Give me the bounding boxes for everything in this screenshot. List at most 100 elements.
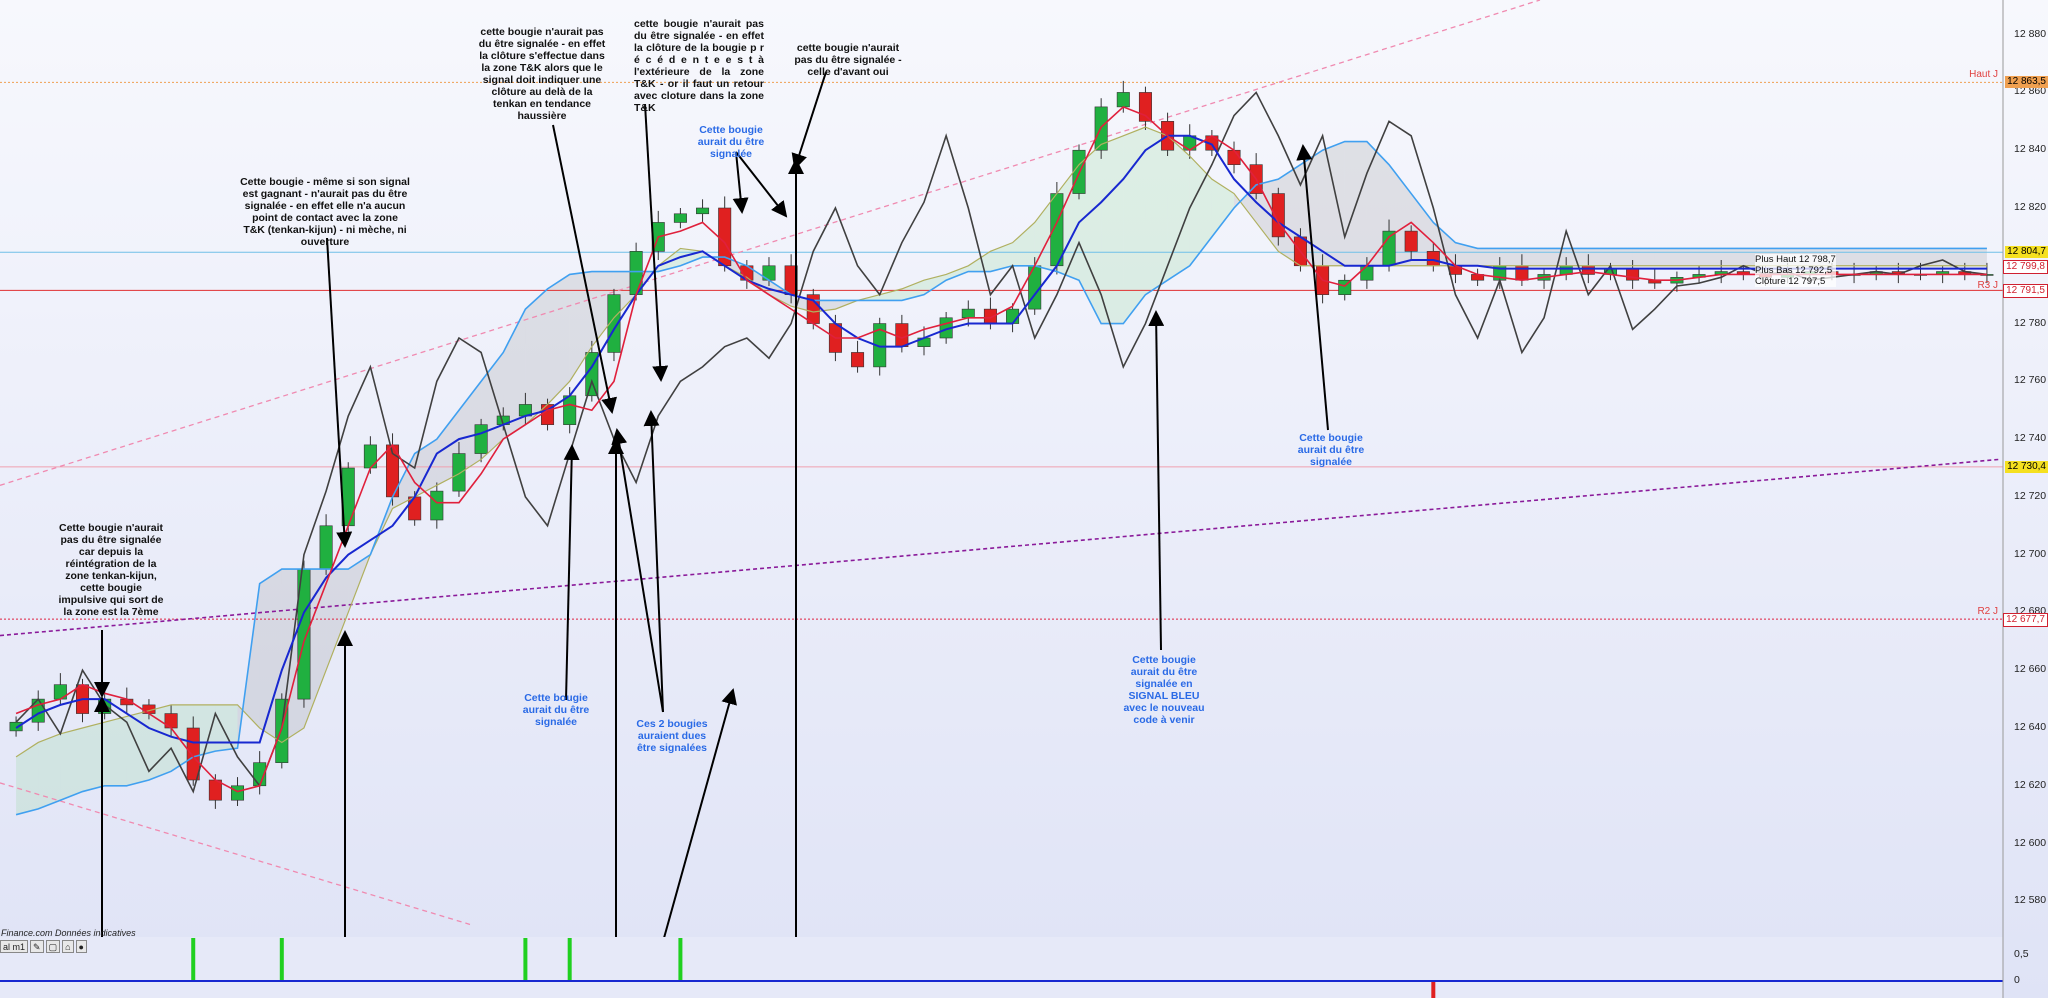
cloud-segment	[1699, 248, 1722, 266]
cloud-segment	[1211, 179, 1235, 237]
annotation-note-blue: Cette bougie aurait du être signalée en …	[1123, 654, 1205, 726]
price-label: 12 677,7	[2003, 613, 2048, 628]
candle-body	[474, 424, 488, 454]
cloud-segment	[1588, 248, 1611, 266]
cloud-segment	[547, 274, 570, 405]
candle-body	[9, 721, 23, 732]
candle-body	[1116, 92, 1130, 108]
candle-body	[607, 294, 621, 353]
trend-line-up	[0, 0, 1541, 486]
y-tick-label: 12 840	[2014, 143, 2047, 156]
annotation-note-blue: Cette bougie aurait du être signalée	[522, 692, 590, 728]
cloud-segment	[1721, 248, 1744, 266]
signal-indicator-panel	[0, 937, 2003, 998]
trend-line-purple	[0, 458, 2001, 637]
cloud-segment	[1544, 248, 1567, 266]
signal-bar	[678, 938, 683, 980]
y-tick-label: 12 620	[2014, 778, 2047, 791]
candle-body	[961, 308, 975, 319]
cloud-segment	[1322, 141, 1345, 266]
cloud-segment	[1012, 222, 1035, 266]
candle-body	[1138, 92, 1152, 122]
cloud-segment	[1942, 248, 1965, 266]
cloud-segment	[1234, 184, 1257, 223]
signal-bar	[523, 938, 528, 980]
trend-line-down	[0, 782, 471, 926]
trend-lines	[0, 0, 2001, 926]
cloud-segment	[768, 280, 792, 307]
kijun-line	[15, 134, 1987, 744]
cloud-segment	[1676, 248, 1700, 266]
signal-bar	[191, 938, 196, 980]
y-tick-label: 12 760	[2014, 374, 2047, 387]
annotation-note: Cette bougie n'aurait pas du être signal…	[58, 522, 164, 618]
candle-body	[1227, 149, 1241, 165]
candle-body	[319, 525, 333, 570]
level-tag: R3 J	[1977, 280, 1998, 291]
signal-bar	[567, 938, 572, 980]
y-tick-label: 12 600	[2014, 836, 2047, 849]
signal-connector	[663, 688, 737, 939]
cloud-segment	[16, 742, 39, 815]
cloud-segment	[1898, 248, 1921, 266]
candle-body	[895, 323, 909, 347]
candle-body	[1581, 265, 1595, 275]
price-label: 12 863,5	[2005, 76, 2048, 89]
window-icon[interactable]: ▢	[45, 940, 61, 953]
cloud-segment	[1499, 248, 1522, 266]
cloud-segment	[104, 716, 127, 786]
y-tick-label: 12 740	[2014, 432, 2047, 445]
candle-body	[851, 352, 865, 368]
cloud-segment	[1521, 248, 1545, 266]
note-arrow	[611, 428, 664, 713]
note-arrow	[643, 410, 664, 713]
cloud-segment	[658, 248, 681, 272]
level-tag: R2 J	[1977, 606, 1998, 618]
annotation-arrows	[94, 71, 1329, 939]
cloud-segment	[1964, 248, 1987, 266]
indicator-tick-label: 0	[2014, 974, 2020, 986]
senkou-span-a-line	[15, 126, 1987, 758]
y-tick-label: 12 820	[2014, 201, 2047, 213]
signal-bar	[279, 938, 284, 980]
annotation-note: cette bougie n'aurait pas du être signal…	[478, 26, 606, 122]
cloud-segment	[1876, 248, 1899, 266]
y-tick-label: 12 720	[2014, 489, 2047, 502]
chikou-line	[15, 91, 1988, 794]
edit-icon[interactable]: ✎	[30, 940, 44, 953]
candle-body	[696, 207, 710, 215]
candle-body	[430, 490, 444, 521]
note-arrow	[791, 71, 827, 170]
candle-body	[231, 785, 245, 801]
candle-body	[1360, 265, 1374, 281]
indicator-toolbar: al m1 ✎ ▢ ⌂ ●	[0, 940, 87, 953]
cloud-segment	[1189, 156, 1212, 266]
candles	[9, 80, 1994, 809]
indicator-tick-label: 0,5	[2014, 948, 2029, 960]
annotation-note-blue: Ces 2 bougies auraient dues être signalé…	[636, 718, 708, 754]
close-icon[interactable]: ●	[75, 940, 87, 953]
cloud-segment	[968, 251, 991, 272]
indicator-name[interactable]: al m1	[0, 940, 29, 953]
note-arrow	[735, 151, 788, 218]
cloud-segment	[1632, 248, 1655, 266]
cloud-segment	[1831, 248, 1855, 266]
cloud-segment	[946, 265, 969, 281]
senkou-span-b-line	[15, 140, 1987, 816]
cloud-segment	[326, 569, 349, 671]
cloud-segment	[1455, 242, 1478, 266]
y-tick-label: 12 780	[2014, 316, 2047, 329]
cloud-segment	[1101, 135, 1124, 324]
lock-icon[interactable]: ⌂	[62, 940, 74, 953]
annotation-note-blue: Cette bougie aurait du être signalée	[697, 124, 765, 160]
note-arrow	[1296, 144, 1329, 431]
indicator-background	[0, 937, 2003, 998]
annotation-note: Cette bougie - même si son signal est ga…	[240, 176, 410, 248]
note-arrow	[326, 237, 353, 548]
cloud-segment	[1654, 248, 1677, 266]
cloud-segment	[923, 274, 947, 295]
cloud-segment	[38, 733, 61, 809]
cloud-segment	[215, 704, 238, 752]
note-arrow	[552, 124, 618, 414]
